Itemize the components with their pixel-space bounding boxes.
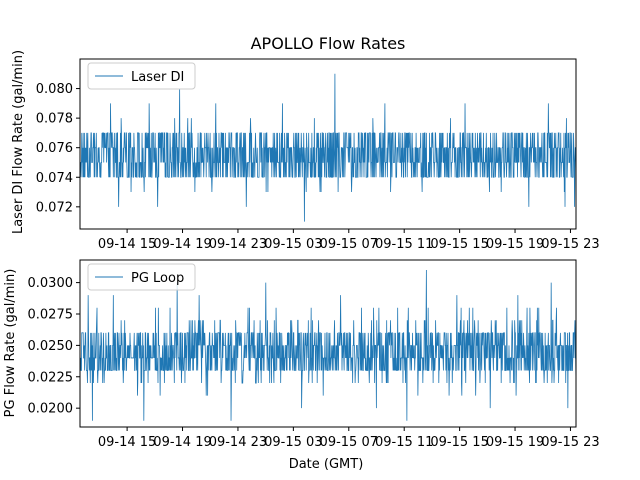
pg-loop-panel: PG Flow Rate (gal/min) 0.0200 0.0225 0.025… xyxy=(3,259,600,450)
pg-loop-x-tick-label: 09-15 03 xyxy=(264,435,322,450)
laser-di-x-tick-label: 09-15 07 xyxy=(320,237,378,252)
laser-di-x-tick-label: 09-15 15 xyxy=(430,237,488,252)
laser-di-x-tick-label: 09-15 03 xyxy=(264,237,322,252)
pg-loop-y-tick-label: 0.0275 xyxy=(28,307,74,322)
pg-loop-x-tick-label: 09-15 23 xyxy=(541,435,599,450)
laser-di-legend: Laser DI xyxy=(87,62,196,90)
pg-loop-y-tick-label: 0.0250 xyxy=(28,339,74,354)
pg-loop-x-tick-label: 09-15 15 xyxy=(430,435,488,450)
pg-loop-y-tick-label: 0.0225 xyxy=(28,370,74,385)
pg-loop-x-tick-label: 09-14 23 xyxy=(209,435,267,450)
laser-di-y-tick-label: 0.078 xyxy=(36,112,73,127)
x-axis-title: Date (GMT) xyxy=(289,457,364,472)
laser-di-y-tick-label: 0.076 xyxy=(36,141,73,156)
laser-di-legend-box xyxy=(87,62,196,90)
pg-loop-x-tick-label: 09-15 11 xyxy=(375,435,433,450)
pg-loop-axes-frame xyxy=(79,259,577,428)
laser-di-x-tick-label: 09-15 23 xyxy=(541,237,599,252)
pg-loop-legend: PG Loop xyxy=(87,263,196,291)
laser-di-axes-frame xyxy=(79,58,577,230)
laser-di-y-axis-title: Laser DI Flow Rate (gal/min) xyxy=(11,50,26,234)
pg-loop-x-tick-label: 09-14 19 xyxy=(153,435,211,450)
laser-di-legend-label: Laser DI xyxy=(131,70,184,85)
pg-loop-legend-label: PG Loop xyxy=(131,271,184,286)
pg-loop-x-tick-label: 09-15 19 xyxy=(486,435,544,450)
laser-di-y-tick-label: 0.072 xyxy=(36,200,73,215)
laser-di-x-tick-label: 09-14 15 xyxy=(98,237,156,252)
pg-loop-x-tick-label: 09-15 07 xyxy=(320,435,378,450)
chart-title: APOLLO Flow Rates xyxy=(251,34,406,53)
pg-loop-legend-box xyxy=(87,263,196,291)
pg-loop-x-tick-label: 09-14 15 xyxy=(98,435,156,450)
laser-di-y-tick-label: 0.074 xyxy=(36,171,73,186)
laser-di-series-line xyxy=(80,73,576,222)
laser-di-x-tick-label: 09-14 19 xyxy=(153,237,211,252)
laser-di-x-tick-label: 09-15 19 xyxy=(486,237,544,252)
pg-loop-y-axis-title: PG Flow Rate (gal/min) xyxy=(3,269,18,418)
pg-loop-y-tick-label: 0.0300 xyxy=(28,276,74,291)
pg-loop-series-line xyxy=(80,270,576,421)
laser-di-y-tick-label: 0.080 xyxy=(36,82,73,97)
laser-di-x-tick-label: 09-14 23 xyxy=(209,237,267,252)
pg-loop-y-tick-label: 0.0200 xyxy=(28,402,74,417)
laser-di-x-tick-label: 09-15 11 xyxy=(375,237,433,252)
laser-di-panel: Laser DI Flow Rate (gal/min) 0.0720.0740… xyxy=(11,50,600,252)
